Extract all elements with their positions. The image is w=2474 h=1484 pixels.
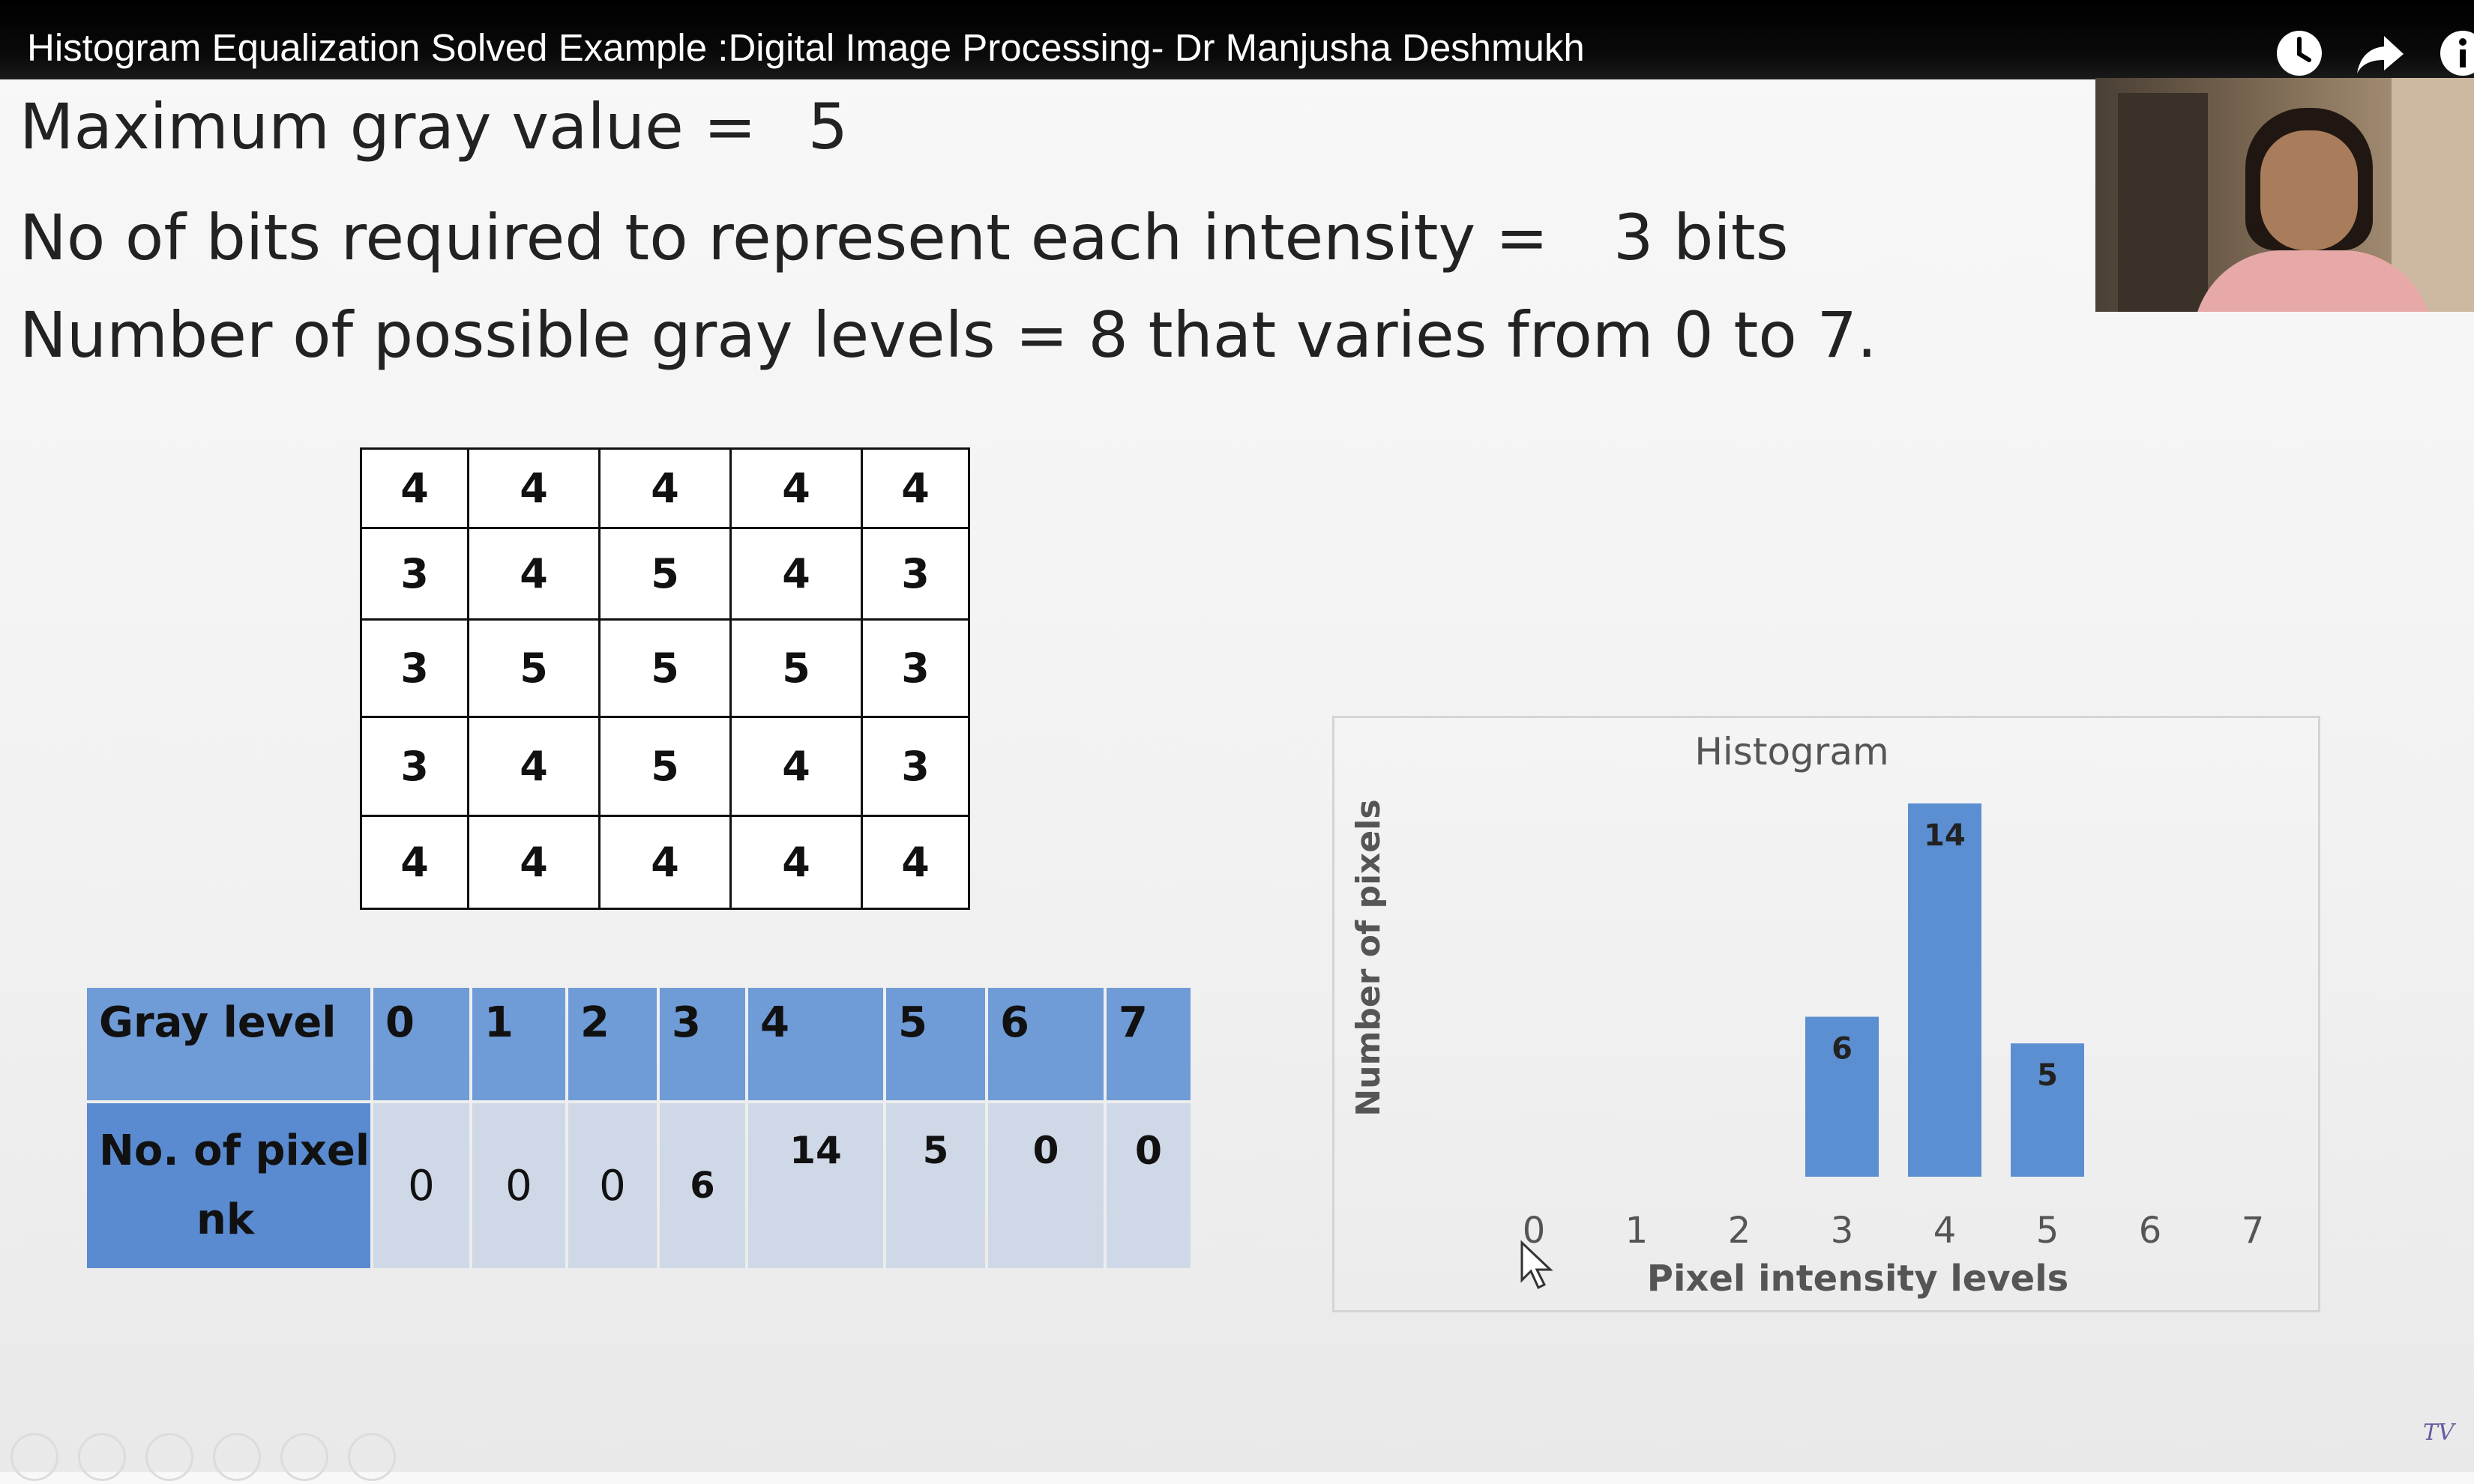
pixel-count-cell: 0: [373, 1103, 469, 1268]
pixel-count-cell: 0: [568, 1103, 657, 1268]
info-icon[interactable]: [2437, 27, 2474, 79]
presenter-webcam: [2095, 78, 2474, 312]
chart-y-axis-label: Number of pixels: [1349, 799, 1388, 1116]
more-icon[interactable]: [348, 1433, 396, 1481]
pixel-count-header: No. of pixel nk: [87, 1117, 370, 1255]
matrix-cell: 4: [467, 527, 601, 621]
matrix-cell: 4: [729, 815, 863, 910]
slides-icon[interactable]: [213, 1433, 261, 1481]
gray-levels-value: 8 that varies from 0 to 7.: [1088, 298, 1877, 372]
bar-data-label: 5: [2037, 1058, 2058, 1093]
pen-icon[interactable]: [145, 1433, 193, 1481]
histogram-svg: Histogram Number of pixels Pixel intensi…: [1349, 730, 2265, 1300]
matrix-cell: 4: [729, 527, 863, 621]
gray-level-cell: 5: [898, 998, 927, 1047]
pixel-count-cell: 0: [1107, 1103, 1191, 1268]
matrix-cell: 3: [861, 618, 970, 718]
video-top-bar: Histogram Equalization Solved Example :D…: [0, 0, 2474, 79]
matrix-cell: 4: [360, 815, 469, 910]
pixel-count-cell: 5: [886, 1103, 985, 1268]
matrix-cell: 4: [861, 447, 970, 529]
matrix-cell: 4: [598, 815, 732, 910]
matrix-cell: 5: [467, 618, 601, 718]
x-tick-label: 2: [1728, 1210, 1751, 1252]
matrix-cell: 3: [360, 527, 469, 621]
next-slide-icon[interactable]: [78, 1433, 126, 1481]
matrix-cell: 4: [729, 447, 863, 529]
slide-controls: [10, 1433, 415, 1484]
matrix-cell: 5: [598, 618, 732, 718]
gray-levels-label: Number of possible gray levels =: [19, 298, 1089, 372]
share-icon[interactable]: [2354, 27, 2407, 79]
matrix-cell: 3: [360, 716, 469, 817]
matrix-cell: 3: [861, 527, 970, 621]
histogram-bar: [1805, 1016, 1879, 1177]
pixel-count-header-cell: No. of pixel nk: [87, 1103, 370, 1268]
zoom-icon[interactable]: [280, 1433, 328, 1481]
histogram-bar: [2011, 1043, 2084, 1177]
gray-level-cell: 7: [1119, 998, 1148, 1047]
image-matrix: 4 4 4 4 4 3 4 5 4 3 3 5 5 5 3 3 4 5 4 3 …: [360, 447, 970, 910]
matrix-cell: 4: [598, 447, 732, 529]
gray-level-cell: 1: [484, 998, 514, 1047]
matrix-cell: 4: [467, 716, 601, 817]
chart-title: Histogram: [1694, 730, 1888, 773]
matrix-cell: 3: [360, 618, 469, 718]
pixel-count-header-line1: No. of pixel: [99, 1126, 370, 1175]
x-tick-label: 6: [2139, 1210, 2162, 1252]
gray-level-header: Gray level: [99, 998, 337, 1047]
pixel-count-header-line2: nk: [196, 1195, 255, 1244]
clock-icon[interactable]: [2273, 27, 2326, 79]
max-gray-label: Maximum gray value =: [19, 90, 777, 163]
matrix-cell: 4: [467, 815, 601, 910]
bits-line: No of bits required to represent each in…: [19, 201, 1788, 274]
x-tick-label: 0: [1523, 1210, 1546, 1252]
gray-level-cell: 0: [385, 998, 415, 1047]
prev-slide-icon[interactable]: [10, 1433, 58, 1481]
pixel-count-cell: 6: [660, 1103, 745, 1268]
gray-levels-line: Number of possible gray levels = 8 that …: [19, 298, 1877, 372]
gray-level-frequency-table: Gray level 0 1 2 3 4 5 6 7 No. of pixel …: [84, 985, 1194, 1271]
matrix-cell: 4: [861, 815, 970, 910]
watermark-logo: TV: [2423, 1420, 2455, 1446]
gray-level-cell: 6: [1000, 998, 1029, 1047]
bar-data-label: 14: [1924, 818, 1966, 853]
bits-label: No of bits required to represent each in…: [19, 201, 1568, 274]
matrix-cell: 5: [729, 618, 863, 718]
matrix-cell: 4: [467, 447, 601, 529]
bits-value: 3 bits: [1613, 201, 1789, 274]
x-tick-label: 5: [2036, 1210, 2059, 1252]
matrix-cell: 5: [598, 527, 732, 621]
gray-level-cell: 4: [760, 998, 789, 1047]
matrix-cell: 5: [598, 716, 732, 817]
pixel-count-cell: 14: [748, 1103, 883, 1268]
video-title[interactable]: Histogram Equalization Solved Example :D…: [27, 26, 1585, 69]
x-tick-label: 3: [1831, 1210, 1854, 1252]
matrix-cell: 4: [360, 447, 469, 529]
max-gray-line: Maximum gray value = 5: [19, 90, 848, 163]
matrix-cell: 3: [861, 716, 970, 817]
bar-data-label: 6: [1832, 1032, 1853, 1067]
pixel-count-cell: 0: [988, 1103, 1104, 1268]
mouse-cursor-icon: [1520, 1240, 1553, 1290]
histogram-chart: Histogram Number of pixels Pixel intensi…: [1332, 716, 2320, 1312]
chart-x-axis-label: Pixel intensity levels: [1647, 1258, 2068, 1300]
max-gray-value: 5: [807, 90, 849, 163]
gray-level-cell: 2: [580, 998, 610, 1047]
matrix-cell: 4: [729, 716, 863, 817]
gray-level-cell: 3: [672, 998, 701, 1047]
x-tick-label: 1: [1625, 1210, 1649, 1252]
x-tick-label: 4: [1933, 1210, 1957, 1252]
pixel-count-cell: 0: [472, 1103, 565, 1268]
gray-level-header-cell: Gray level: [87, 988, 370, 1100]
histogram-bar: [1908, 803, 1981, 1177]
x-tick-label: 7: [2242, 1210, 2265, 1252]
